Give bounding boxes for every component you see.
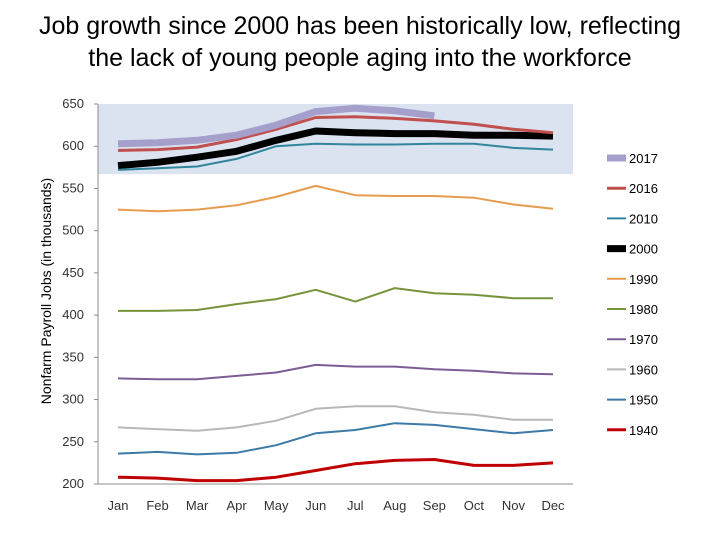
y-tick-label: 650: [62, 96, 84, 111]
x-tick-label: Jan: [108, 498, 129, 513]
x-tick-label: Oct: [464, 498, 485, 513]
y-tick-label: 550: [62, 180, 84, 195]
x-tick-label: Apr: [227, 498, 248, 513]
legend-label-1960: 1960: [629, 362, 658, 377]
series-line-1980: [118, 287, 553, 312]
legend-label-2017: 2017: [629, 151, 658, 166]
chart-title-line-2: the lack of young people aging into the …: [88, 44, 632, 72]
legend-label-1990: 1990: [629, 272, 658, 287]
x-tick-label: Mar: [186, 498, 209, 513]
legend-label-2016: 2016: [629, 181, 658, 196]
x-tick-label: Nov: [502, 498, 526, 513]
series-line-2016: [117, 115, 554, 152]
y-tick-label: 500: [62, 223, 84, 238]
y-tick-label: 350: [62, 349, 84, 364]
series-line-2000: [117, 127, 554, 170]
series-line-1990: [117, 184, 554, 213]
x-tick-label: Aug: [383, 498, 406, 513]
legend-label-2000: 2000: [629, 242, 658, 257]
x-tick-label: Sep: [423, 498, 446, 513]
y-tick-label: 200: [62, 476, 84, 491]
y-axis-label: Nonfarm Payroll Jobs (in thousands): [38, 178, 54, 404]
chart-title-line-1: Job growth since 2000 has been historica…: [38, 12, 682, 40]
series-line-1950: [117, 422, 554, 456]
legend-label-1970: 1970: [629, 332, 658, 347]
y-tick-label: 300: [62, 392, 84, 407]
x-tick-label: May: [264, 498, 289, 513]
x-tick-label: Feb: [146, 498, 168, 513]
y-tick-label: 450: [62, 265, 84, 280]
series-line-1940: [117, 458, 554, 483]
legend-label-1980: 1980: [629, 302, 658, 317]
series-line-2010: [117, 142, 554, 171]
y-tick-label: 600: [62, 138, 84, 153]
x-tick-label: Jun: [305, 498, 326, 513]
series-line-1960: [117, 405, 553, 432]
legend-label-1950: 1950: [629, 393, 658, 408]
series-line-1970: [117, 363, 554, 381]
legend-label-2010: 2010: [629, 211, 658, 226]
y-tick-label: 250: [62, 434, 84, 449]
x-tick-label: Dec: [541, 498, 565, 513]
y-tick-label: 400: [62, 307, 84, 322]
chart-title: Job growth since 2000 has been historica…: [0, 10, 720, 74]
legend-label-1940: 1940: [629, 423, 658, 438]
x-tick-label: Jul: [347, 498, 364, 513]
series-line-2017: [117, 104, 435, 148]
